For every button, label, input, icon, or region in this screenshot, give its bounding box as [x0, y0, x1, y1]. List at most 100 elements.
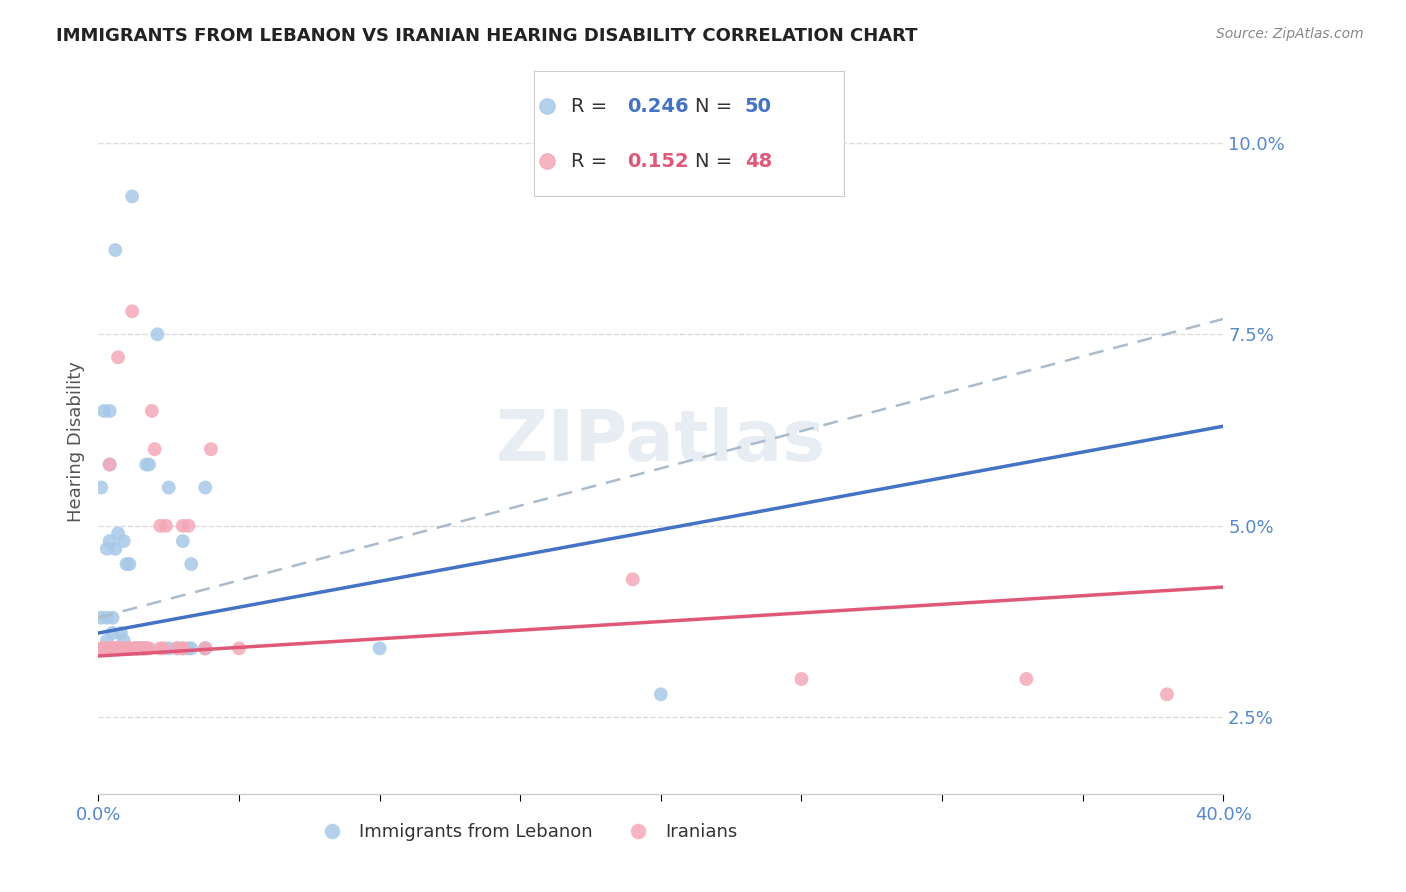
- Point: [621, 573, 644, 587]
- Point: [132, 641, 155, 656]
- Text: 50: 50: [745, 97, 772, 116]
- Text: ZIPatlas: ZIPatlas: [496, 407, 825, 476]
- Point: [96, 641, 118, 656]
- Point: [101, 626, 124, 640]
- Point: [138, 641, 160, 656]
- Point: [93, 641, 115, 656]
- Point: [104, 641, 127, 656]
- Point: [127, 641, 149, 656]
- Point: [90, 481, 112, 495]
- Point: [172, 641, 194, 656]
- Point: [96, 610, 118, 624]
- Point: [135, 641, 157, 656]
- Point: [132, 641, 155, 656]
- Point: [107, 641, 129, 656]
- Point: [110, 641, 132, 656]
- Point: [107, 641, 129, 656]
- Point: [152, 641, 174, 656]
- Point: [101, 641, 124, 656]
- Point: [98, 534, 121, 549]
- Point: [124, 641, 146, 656]
- Point: [790, 672, 813, 686]
- Point: [115, 641, 138, 656]
- Point: [194, 641, 217, 656]
- Point: [98, 404, 121, 418]
- Point: [132, 641, 155, 656]
- Point: [157, 641, 180, 656]
- Text: R =: R =: [571, 97, 607, 116]
- Point: [121, 304, 143, 318]
- Point: [110, 641, 132, 656]
- Point: [172, 518, 194, 533]
- Point: [115, 641, 138, 656]
- Point: [112, 641, 135, 656]
- Y-axis label: Hearing Disability: Hearing Disability: [66, 361, 84, 522]
- Point: [228, 641, 250, 656]
- Point: [177, 518, 200, 533]
- Point: [118, 641, 141, 656]
- Point: [118, 641, 141, 656]
- Point: [650, 687, 672, 701]
- Point: [104, 541, 127, 556]
- Point: [138, 458, 160, 472]
- Point: [177, 641, 200, 656]
- Point: [93, 404, 115, 418]
- Point: [166, 641, 188, 656]
- Point: [149, 641, 172, 656]
- Point: [104, 641, 127, 656]
- Text: 0.152: 0.152: [627, 152, 689, 170]
- Point: [129, 641, 152, 656]
- Text: N =: N =: [695, 152, 733, 170]
- Point: [157, 481, 180, 495]
- Point: [172, 641, 194, 656]
- Point: [143, 442, 166, 457]
- Point: [104, 243, 127, 257]
- Point: [118, 641, 141, 656]
- Point: [180, 641, 202, 656]
- Point: [135, 641, 157, 656]
- Point: [96, 633, 118, 648]
- Point: [104, 641, 127, 656]
- Point: [1156, 687, 1178, 701]
- Point: [200, 442, 222, 457]
- Point: [127, 641, 149, 656]
- Text: R =: R =: [571, 152, 607, 170]
- Legend: Immigrants from Lebanon, Iranians: Immigrants from Lebanon, Iranians: [307, 816, 745, 848]
- Point: [368, 641, 391, 656]
- Point: [115, 641, 138, 656]
- Point: [107, 526, 129, 541]
- Point: [118, 557, 141, 571]
- Text: N =: N =: [695, 97, 733, 116]
- Point: [101, 641, 124, 656]
- Point: [98, 458, 121, 472]
- Point: [135, 458, 157, 472]
- Point: [90, 610, 112, 624]
- Point: [129, 641, 152, 656]
- Point: [127, 641, 149, 656]
- Point: [155, 518, 177, 533]
- Point: [166, 641, 188, 656]
- Point: [101, 641, 124, 656]
- Point: [115, 557, 138, 571]
- Point: [149, 518, 172, 533]
- Point: [110, 641, 132, 656]
- Point: [180, 557, 202, 571]
- Point: [93, 641, 115, 656]
- Point: [194, 641, 217, 656]
- Point: [90, 641, 112, 656]
- Point: [112, 534, 135, 549]
- Point: [112, 633, 135, 648]
- Point: [146, 327, 169, 342]
- Text: 48: 48: [745, 152, 772, 170]
- Point: [96, 541, 118, 556]
- Point: [194, 641, 217, 656]
- Point: [121, 189, 143, 203]
- Text: 0.246: 0.246: [627, 97, 689, 116]
- Point: [107, 351, 129, 365]
- Point: [135, 641, 157, 656]
- Point: [124, 641, 146, 656]
- Point: [110, 626, 132, 640]
- Point: [110, 641, 132, 656]
- Point: [98, 458, 121, 472]
- Text: Source: ZipAtlas.com: Source: ZipAtlas.com: [1216, 27, 1364, 41]
